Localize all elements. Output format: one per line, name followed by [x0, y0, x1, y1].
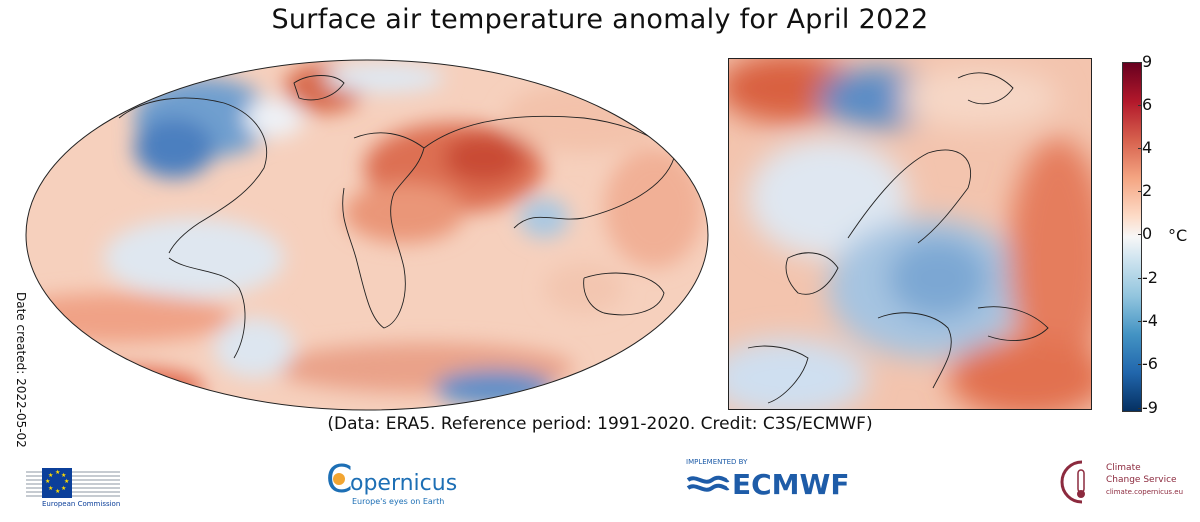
ecmwf-logo: IMPLEMENTED BY ECMWF — [686, 452, 866, 518]
svg-text:★: ★ — [61, 472, 66, 479]
colorbar-tick: 2 — [1137, 181, 1153, 200]
copernicus-logo: C opernicus Europe's eyes on Earth — [326, 452, 466, 518]
global-anomaly-map — [25, 59, 709, 411]
colorbar-tick: -4 — [1138, 311, 1158, 330]
c3s-line2: Change Service — [1106, 475, 1177, 485]
svg-text:★: ★ — [55, 488, 60, 495]
colorbar-tick: 4 — [1137, 138, 1153, 157]
c3s-line3: climate.copernicus.eu — [1106, 488, 1183, 496]
colorbar-tick: 9 — [1137, 52, 1153, 71]
c3s-logo: Climate Change Service climate.copernicu… — [1056, 452, 1186, 518]
europe-anomaly-map — [728, 58, 1092, 410]
colorbar — [1122, 62, 1142, 412]
eu-logo-text: European Commission — [42, 500, 120, 508]
colorbar-tick: -2 — [1138, 268, 1158, 287]
data-credit: (Data: ERA5. Reference period: 1991-2020… — [327, 414, 873, 434]
copernicus-tagline: Europe's eyes on Earth — [352, 497, 444, 506]
ecmwf-implemented-by: IMPLEMENTED BY — [686, 458, 748, 466]
map-title: Surface air temperature anomaly for Apri… — [271, 4, 929, 35]
colorbar-unit: °C — [1168, 226, 1188, 245]
svg-text:★: ★ — [64, 478, 69, 485]
copernicus-wordmark: opernicus — [350, 471, 457, 496]
colorbar-tick: 6 — [1137, 95, 1153, 114]
svg-text:★: ★ — [55, 469, 60, 476]
ecmwf-wordmark: ECMWF — [732, 468, 850, 501]
svg-text:★: ★ — [45, 478, 50, 485]
svg-text:★: ★ — [48, 472, 53, 479]
c3s-line1: Climate — [1106, 463, 1141, 473]
colorbar-tick: -9 — [1138, 398, 1158, 417]
colorbar-tick: 0 — [1137, 224, 1153, 243]
colorbar-tick: -6 — [1138, 354, 1158, 373]
svg-text:★: ★ — [48, 485, 53, 492]
european-commission-logo: ★ ★ ★ ★ ★ ★ ★ ★ European Commission — [18, 452, 128, 518]
svg-text:★: ★ — [61, 485, 66, 492]
